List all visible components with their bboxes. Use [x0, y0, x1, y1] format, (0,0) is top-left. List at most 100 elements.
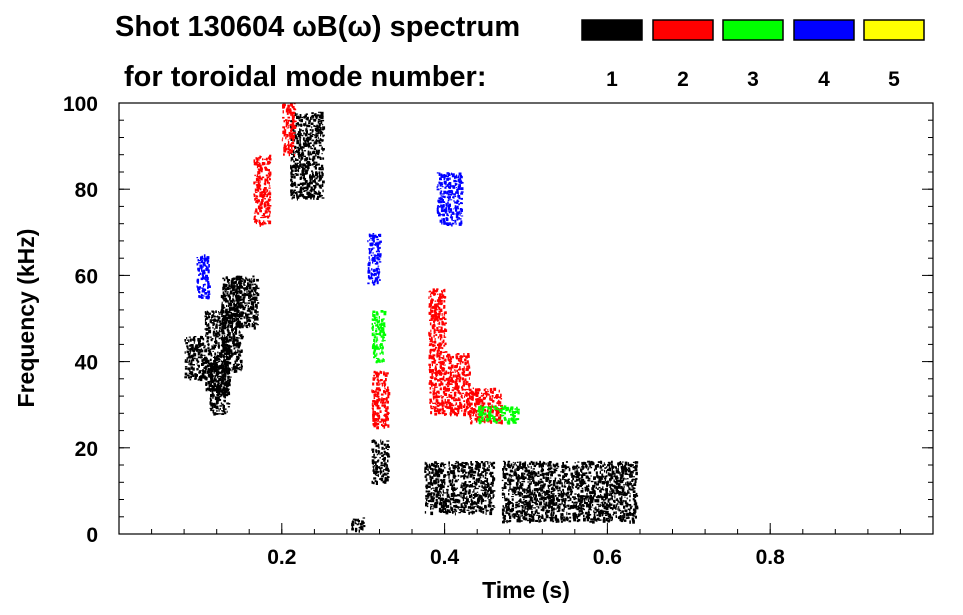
mode-1-point [184, 359, 187, 362]
mode-2-point [258, 168, 261, 170]
mode-1-point [608, 493, 611, 496]
mode-2-point [258, 163, 261, 167]
mode-1-point [223, 352, 227, 355]
mode-1-point [462, 482, 464, 485]
mode-1-point [306, 140, 310, 143]
mode-1-point [491, 475, 493, 478]
mode-2-point [384, 385, 386, 388]
mode-1-point [521, 472, 524, 476]
mode-1-point [314, 125, 317, 127]
mode-1-point [250, 282, 253, 284]
mode-1-point [303, 116, 306, 119]
mode-1-point [227, 388, 230, 392]
mode-1-point [525, 500, 527, 504]
mode-1-point [424, 461, 426, 466]
mode-1-point [318, 173, 321, 177]
mode-1-point [210, 363, 214, 366]
mode-1-point [217, 372, 220, 375]
mode-1-point [485, 486, 489, 488]
mode-1-point [579, 499, 583, 504]
mode-1-point [546, 491, 549, 495]
mode-1-point [457, 499, 459, 502]
mode-1-point [598, 486, 601, 489]
mode-1-point [607, 519, 610, 523]
mode-1-point [374, 441, 377, 444]
mode-1-point [383, 469, 386, 471]
mode-1-point [239, 275, 243, 279]
mode-1-point [621, 495, 623, 499]
mode-1-point [550, 471, 553, 474]
mode-1-point [380, 452, 383, 455]
mode-1-point [212, 395, 214, 399]
mode-1-point [308, 133, 311, 136]
mode-1-point [295, 135, 297, 137]
mode-1-point [577, 505, 579, 509]
mode-1-point [540, 480, 543, 482]
mode-1-point [619, 473, 621, 476]
mode-1-point [382, 473, 385, 476]
mode-1-point [596, 464, 599, 468]
mode-1-point [302, 169, 305, 173]
mode-1-point [240, 322, 244, 325]
mode-1-point [492, 490, 496, 492]
mode-1-point [255, 303, 258, 308]
mode-1-point [251, 306, 255, 310]
mode-1-point [311, 129, 314, 132]
mode-1-point [218, 396, 222, 398]
mode-1-point [184, 339, 186, 342]
mode-1-point [513, 474, 517, 476]
mode-1-point [567, 478, 570, 481]
mode-1-point [554, 479, 556, 482]
mode-1-point [552, 498, 555, 502]
mode-1-point [538, 515, 541, 519]
mode-1-point [625, 467, 628, 470]
mode-1-point [615, 478, 618, 482]
mode-1-point [568, 484, 570, 487]
mode-1-point [560, 503, 564, 505]
mode-1-point [584, 465, 588, 468]
mode-1-point [536, 514, 538, 516]
mode-1-point [452, 508, 453, 513]
mode-2-point [373, 394, 377, 397]
mode-1-point [459, 512, 462, 514]
mode-1-point [229, 337, 232, 339]
mode-1-point [246, 285, 249, 290]
mode-1-point [429, 481, 432, 485]
mode-1-point [631, 484, 634, 487]
mode-2-point [267, 215, 270, 219]
mode-1-point [233, 309, 236, 312]
mode-1-point [613, 507, 616, 509]
mode-1-point [205, 348, 208, 351]
mode-1-point [593, 507, 595, 510]
mode-2-point [282, 116, 285, 119]
mode-2-point [291, 146, 293, 149]
mode-2-point [256, 164, 259, 169]
mode-1-point [442, 494, 444, 497]
mode-1-point [461, 485, 464, 487]
mode-2-point [254, 174, 256, 177]
mode-1-point [239, 317, 243, 320]
mode-1-point [211, 378, 214, 380]
mode-1-point [229, 290, 232, 294]
mode-2-point [292, 125, 295, 130]
mode-1-point [486, 482, 490, 486]
legend-swatch-mode-1 [581, 19, 643, 41]
mode-1-point [488, 500, 490, 504]
mode-1-point [252, 324, 256, 326]
mode-1-point [604, 482, 608, 484]
mode-1-point [238, 330, 240, 332]
mode-1-point [362, 517, 366, 519]
mode-1-point [294, 114, 297, 117]
mode-2-point [256, 202, 259, 204]
mode-1-point [587, 495, 590, 498]
mode-1-point [628, 470, 631, 473]
mode-1-point [609, 478, 612, 481]
mode-1-point [221, 391, 224, 395]
mode-1-point [509, 478, 513, 482]
mode-1-point [548, 510, 551, 512]
mode-2-point [292, 120, 296, 123]
mode-1-point [248, 322, 251, 326]
mode-1-point [576, 487, 580, 490]
mode-1-point [384, 474, 388, 476]
mode-1-point [557, 520, 560, 523]
